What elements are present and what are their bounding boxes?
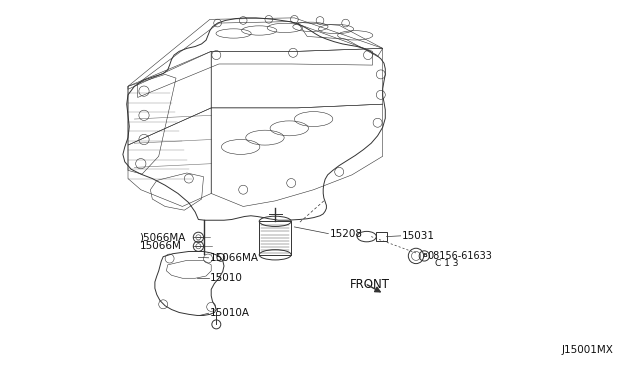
Text: 15031: 15031	[402, 231, 435, 241]
Text: 15066MA: 15066MA	[210, 253, 259, 263]
Text: 08156-61633: 08156-61633	[428, 251, 492, 261]
Text: 15066M: 15066M	[140, 241, 181, 251]
Text: J15001MX: J15001MX	[562, 345, 614, 355]
Text: B: B	[422, 253, 427, 259]
Text: C 1 3: C 1 3	[435, 259, 459, 268]
Bar	[376, 232, 387, 241]
Text: 15010: 15010	[210, 273, 243, 283]
Text: FRONT: FRONT	[349, 278, 390, 291]
Bar	[259, 221, 291, 255]
Text: 15208: 15208	[330, 229, 363, 238]
Text: )5066MA: )5066MA	[140, 232, 186, 242]
Text: 15010A: 15010A	[210, 308, 250, 318]
